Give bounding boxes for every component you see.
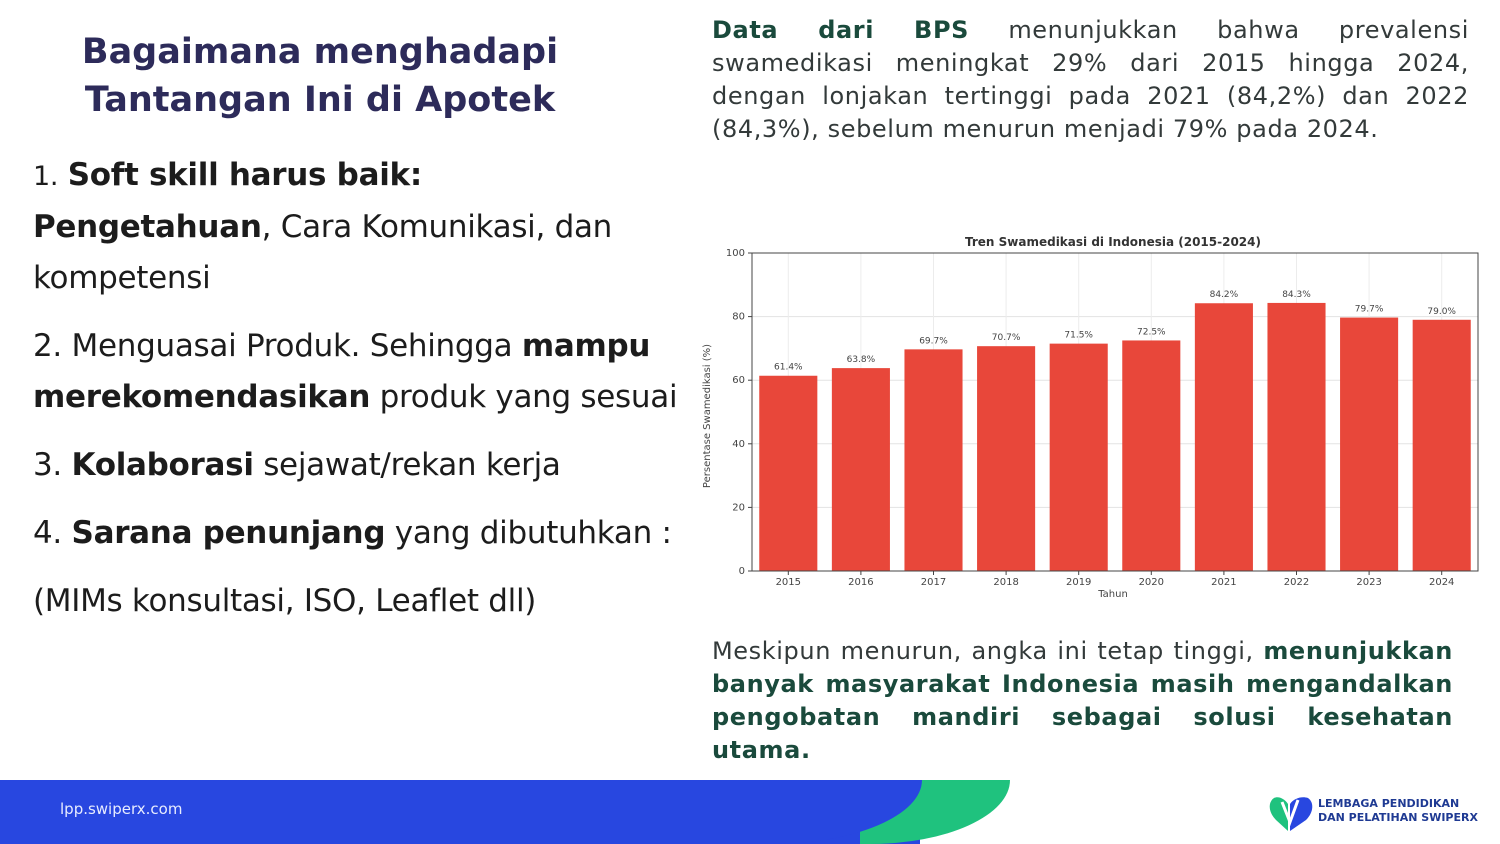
x-tick-label: 2020 bbox=[1139, 577, 1164, 588]
x-tick-label: 2017 bbox=[921, 577, 946, 588]
data-label: 79.7% bbox=[1355, 305, 1384, 315]
plot-frame bbox=[751, 252, 1479, 572]
bar-chart: Tren Swamedikasi di Indonesia (2015-2024… bbox=[696, 228, 1486, 608]
logo-text: LEMBAGA PENDIDIKAN DAN PELATIHAN SWIPERX bbox=[1318, 797, 1478, 824]
y-tick-label: 60 bbox=[732, 375, 745, 386]
data-label: 63.8% bbox=[847, 355, 876, 365]
bar bbox=[1267, 302, 1326, 571]
item-bold: Sarana penunjang bbox=[71, 515, 386, 551]
item-bold: Soft skill harus baik: bbox=[67, 157, 423, 193]
slide-title-line1: Bagaimana menghadapi bbox=[81, 32, 559, 72]
x-tick-label: 2018 bbox=[993, 577, 1018, 588]
footer-divider bbox=[688, 770, 1018, 780]
bar bbox=[977, 346, 1036, 571]
list-item: 2. Menguasai Produk. Sehingga mampu mere… bbox=[33, 328, 678, 415]
info-text-top: Data dari BPS menunjukkan bahwa prevalen… bbox=[712, 16, 1469, 143]
data-label: 71.5% bbox=[1064, 331, 1093, 341]
chart-bars: 61.4% 63.8% 69.7% 70.7% 71.5% 72.5% 84.2% 84.3%… bbox=[759, 290, 1471, 571]
footer-url[interactable]: lpp.swiperx.com bbox=[60, 800, 183, 818]
heart-logo-icon bbox=[1269, 797, 1313, 831]
chart-xlabel: Tahun bbox=[1097, 589, 1128, 600]
data-label: 79.0% bbox=[1427, 307, 1456, 317]
y-tick-label: 80 bbox=[732, 312, 745, 323]
info-highlight: menunjukkan banyak masyarakat Indonesia … bbox=[712, 637, 1453, 764]
bar bbox=[1122, 340, 1181, 571]
bar bbox=[1340, 317, 1399, 571]
list-item: 4. Sarana penunjang yang dibutuhkan : bbox=[33, 515, 672, 551]
bar bbox=[904, 349, 963, 571]
data-label: 70.7% bbox=[992, 333, 1021, 343]
chart-axes: 0 20 40 60 80 100 2015 2016 2017 2018 2019 2020 2021… bbox=[726, 248, 1479, 588]
list-item: 3. Kolaborasi sejawat/rekan kerja bbox=[33, 447, 561, 483]
x-tick-label: 2016 bbox=[848, 577, 873, 588]
chart-svg: Tren Swamedikasi di Indonesia (2015-2024… bbox=[702, 235, 1479, 600]
y-tick-label: 0 bbox=[739, 566, 745, 577]
x-tick-label: 2022 bbox=[1284, 577, 1309, 588]
strategy-list: 1. Soft skill harus baik: Pengetahuan, C… bbox=[33, 150, 683, 644]
data-label: 84.2% bbox=[1210, 290, 1239, 300]
bar bbox=[1194, 303, 1253, 571]
item-bold: mampu merekomendasikan bbox=[33, 328, 651, 415]
data-label: 69.7% bbox=[919, 336, 948, 346]
slide-title: Bagaimana menghadapi Tantangan Ini di Ap… bbox=[40, 28, 600, 124]
x-tick-label: 2019 bbox=[1066, 577, 1091, 588]
info-text-bottom: Meskipun menurun, angka ini tetap tinggi… bbox=[712, 637, 1453, 764]
list-item: 1. Soft skill harus baik: Pengetahuan, C… bbox=[33, 157, 613, 296]
x-tick-label: 2023 bbox=[1356, 577, 1381, 588]
list-item: (MIMs konsultasi, ISO, Leaflet dll) bbox=[33, 583, 537, 619]
data-label: 72.5% bbox=[1137, 327, 1166, 337]
info-highlight: Data dari BPS bbox=[712, 16, 970, 44]
data-label: 84.3% bbox=[1282, 290, 1311, 300]
swiperx-logo: LEMBAGA PENDIDIKAN DAN PELATIHAN SWIPERX bbox=[1268, 792, 1478, 832]
bar bbox=[759, 375, 818, 571]
x-tick-label: 2024 bbox=[1429, 577, 1454, 588]
slide-title-line2: Tantangan Ini di Apotek bbox=[84, 80, 556, 120]
y-tick-label: 40 bbox=[732, 439, 745, 450]
x-tick-label: 2015 bbox=[776, 577, 801, 588]
x-tick-label: 2021 bbox=[1211, 577, 1236, 588]
y-tick-label: 100 bbox=[726, 248, 745, 259]
bar bbox=[1049, 343, 1108, 571]
y-tick-label: 20 bbox=[732, 502, 745, 513]
item-bold: Pengetahuan bbox=[33, 209, 262, 245]
chart-ylabel: Persentase Swamedikasi (%) bbox=[702, 344, 713, 488]
item-bold: Kolaborasi bbox=[71, 447, 254, 483]
bar bbox=[1412, 319, 1471, 571]
chart-title: Tren Swamedikasi di Indonesia (2015-2024… bbox=[965, 235, 1261, 249]
data-label: 61.4% bbox=[774, 363, 803, 373]
bar bbox=[831, 368, 890, 571]
